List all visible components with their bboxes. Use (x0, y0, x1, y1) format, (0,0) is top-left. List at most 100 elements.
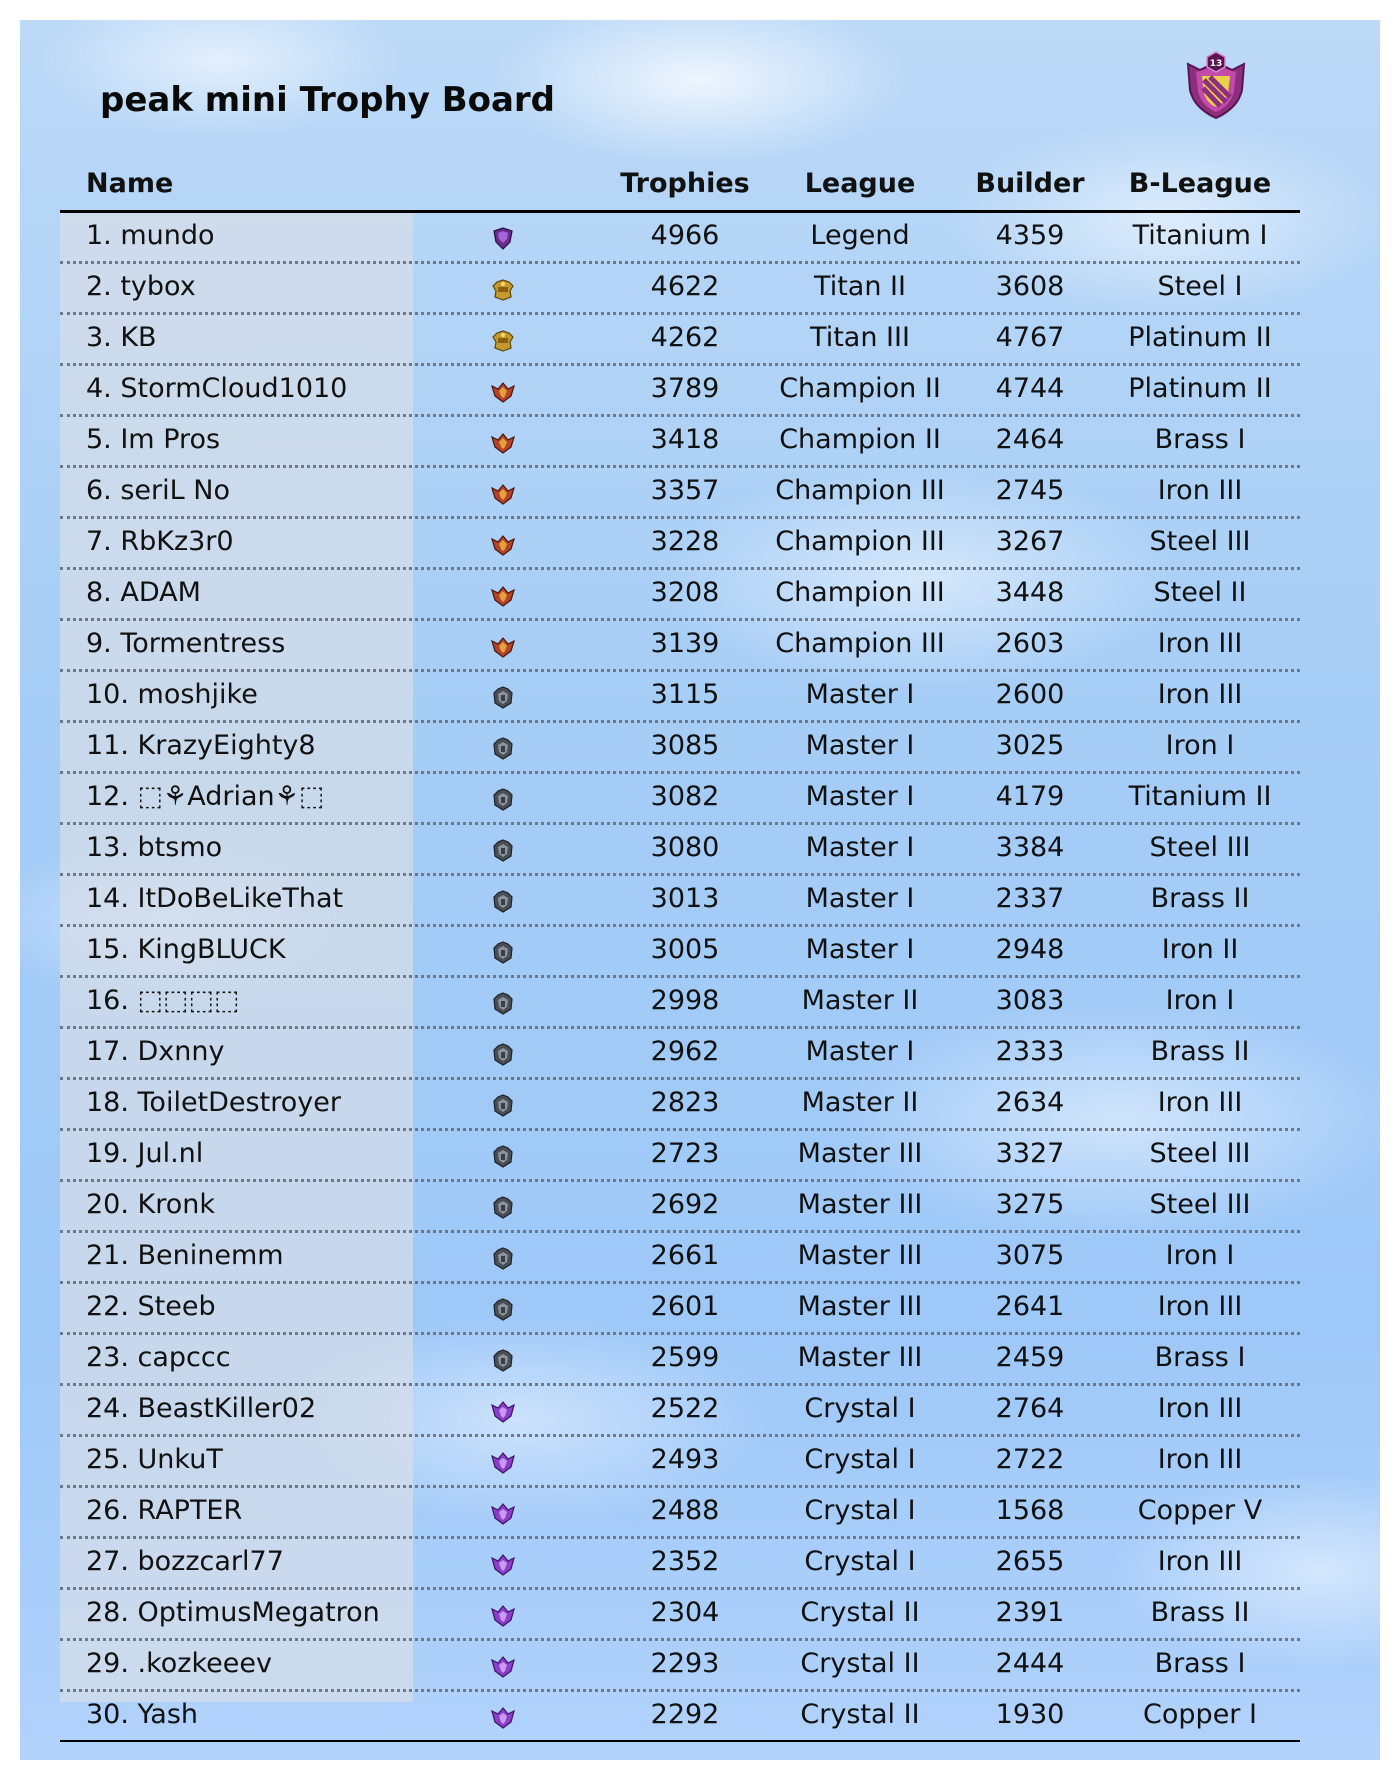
trophies-value: 3789 (650, 373, 720, 404)
trophies-value: 3139 (650, 628, 720, 659)
league-value: Champion III (775, 475, 945, 506)
player-name: 8. ADAM (86, 577, 201, 608)
b-league-value: Iron I (1165, 1240, 1235, 1271)
master-league-icon (490, 1245, 516, 1271)
builder-value: 2764 (995, 1393, 1065, 1424)
leaderboard-table: Name Trophies League Builder B-League 1.… (60, 160, 1300, 1742)
table-row: 23. capccc 2599 Master III 2459 Brass I (60, 1335, 1300, 1386)
trophies-value: 3208 (650, 577, 720, 608)
table-row: 20. Kronk 2692 Master III 3275 Steel III (60, 1182, 1300, 1233)
player-name: 15. KingBLUCK (86, 934, 286, 965)
crystal-league-icon (490, 1602, 516, 1628)
trophies-value: 2823 (650, 1087, 720, 1118)
trophies-value: 2304 (650, 1597, 720, 1628)
b-league-value: Iron I (1165, 985, 1235, 1016)
builder-value: 2464 (995, 424, 1065, 455)
master-league-icon (490, 684, 516, 710)
player-name: 6. seriL No (86, 475, 230, 506)
builder-value: 2948 (995, 934, 1065, 965)
builder-value: 1930 (995, 1699, 1065, 1730)
trophy-board-panel: peak mini Trophy Board 13 Name Trophies … (20, 20, 1380, 1760)
titan-league-icon (490, 327, 516, 353)
table-row: 28. OptimusMegatron 2304 Crystal II 2391 Bra… (60, 1590, 1300, 1641)
b-league-value: Brass I (1154, 424, 1246, 455)
player-name: 3. KB (86, 322, 157, 353)
master-league-icon (490, 735, 516, 761)
trophies-value: 2293 (650, 1648, 720, 1679)
table-row: 18. ToiletDestroyer 2823 Master II 2634 Iron… (60, 1080, 1300, 1131)
b-league-value: Brass II (1150, 1036, 1250, 1067)
b-league-value: Iron I (1165, 730, 1235, 761)
table-row: 17. Dxnny 2962 Master I 2333 Brass II (60, 1029, 1300, 1080)
builder-value: 2600 (995, 679, 1065, 710)
league-value: Master III (797, 1342, 923, 1373)
master-league-icon (490, 1092, 516, 1118)
league-value: Crystal I (804, 1495, 916, 1526)
league-value: Champion III (775, 628, 945, 659)
league-value: Crystal II (800, 1648, 920, 1679)
league-value: Crystal II (800, 1699, 920, 1730)
builder-value: 2444 (995, 1648, 1065, 1679)
player-name: 29. .kozkeeev (86, 1648, 272, 1679)
player-name: 18. ToiletDestroyer (86, 1087, 341, 1118)
builder-value: 3327 (995, 1138, 1065, 1169)
trophies-value: 3005 (650, 934, 720, 965)
player-name: 19. Jul.nl (86, 1138, 204, 1169)
header-builder: Builder (975, 168, 1085, 199)
builder-value: 3384 (995, 832, 1065, 863)
master-league-icon (490, 1041, 516, 1067)
builder-value: 2337 (995, 883, 1065, 914)
table-row: 27. bozzcarl77 2352 Crystal I 2655 Iron III (60, 1539, 1300, 1590)
b-league-value: Brass II (1150, 1597, 1250, 1628)
player-name: 12. ⬚⚘Adrian⚘⬚ (86, 781, 325, 812)
table-row: 25. UnkuT 2493 Crystal I 2722 Iron III (60, 1437, 1300, 1488)
table-row: 2. tybox 4622 Titan II 3608 Steel I (60, 264, 1300, 315)
b-league-value: Iron III (1157, 1393, 1243, 1424)
b-league-value: Titanium II (1128, 781, 1272, 812)
table-row: 14. ItDoBeLikeThat 3013 Master I 2337 Brass … (60, 876, 1300, 927)
table-row: 15. KingBLUCK 3005 Master I 2948 Iron II (60, 927, 1300, 978)
builder-value: 2391 (995, 1597, 1065, 1628)
table-row: 9. Tormentress 3139 Champion III 2603 Iron I… (60, 621, 1300, 672)
player-name: 10. moshjike (86, 679, 258, 710)
league-value: Legend (810, 220, 910, 251)
league-value: Titan III (810, 322, 910, 353)
crystal-league-icon (490, 1449, 516, 1475)
builder-value: 4359 (995, 220, 1065, 251)
league-value: Master I (805, 832, 915, 863)
table-row: 4. StormCloud1010 3789 Champion II 4744 Plat… (60, 366, 1300, 417)
trophies-value: 3082 (650, 781, 720, 812)
table-row: 24. BeastKiller02 2522 Crystal I 2764 Iron I… (60, 1386, 1300, 1437)
header-league: League (804, 168, 916, 199)
trophies-value: 2692 (650, 1189, 720, 1220)
trophies-value: 2661 (650, 1240, 720, 1271)
table-row: 13. btsmo 3080 Master I 3384 Steel III (60, 825, 1300, 876)
league-value: Champion II (779, 373, 941, 404)
player-name: 13. btsmo (86, 832, 223, 863)
league-value: Master I (805, 679, 915, 710)
player-name: 21. Beninemm (86, 1240, 284, 1271)
league-value: Master II (801, 985, 919, 1016)
table-row: 1. mundo 4966 Legend 4359 Titanium I (60, 213, 1300, 264)
master-league-icon (490, 888, 516, 914)
master-league-icon (490, 1347, 516, 1373)
trophies-value: 2601 (650, 1291, 720, 1322)
player-name: 14. ItDoBeLikeThat (86, 883, 344, 914)
league-value: Master III (797, 1240, 923, 1271)
player-name: 5. Im Pros (86, 424, 221, 455)
trophies-value: 2292 (650, 1699, 720, 1730)
clan-badge-icon: 13 (1180, 50, 1252, 122)
player-name: 16. ⬚⬚⬚⬚ (86, 985, 240, 1016)
table-row: 21. Beninemm 2661 Master III 3075 Iron I (60, 1233, 1300, 1284)
trophies-value: 3085 (650, 730, 720, 761)
master-league-icon (490, 939, 516, 965)
builder-value: 2634 (995, 1087, 1065, 1118)
trophies-value: 3013 (650, 883, 720, 914)
table-row: 7. RbKz3r0 3228 Champion III 3267 Steel III (60, 519, 1300, 570)
table-row: 6. seriL No 3357 Champion III 2745 Iron III (60, 468, 1300, 519)
b-league-value: Iron II (1161, 934, 1239, 965)
player-name: 28. OptimusMegatron (86, 1597, 380, 1628)
builder-value: 4179 (995, 781, 1065, 812)
league-value: Crystal II (800, 1597, 920, 1628)
league-value: Champion III (775, 526, 945, 557)
